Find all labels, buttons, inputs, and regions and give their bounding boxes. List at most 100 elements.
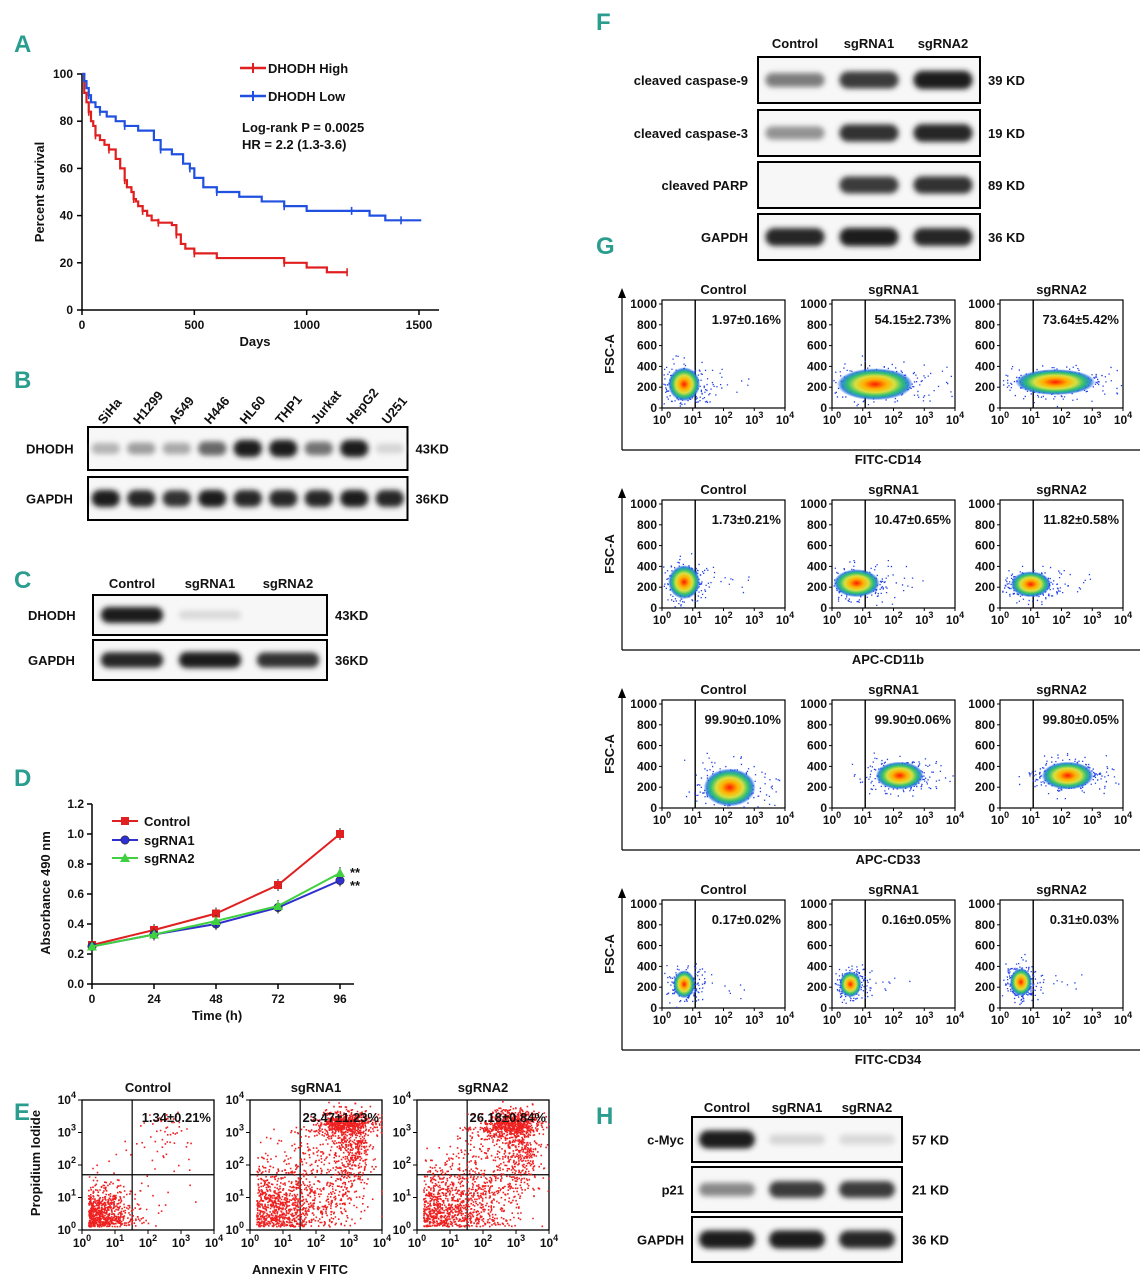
y-axis-label: Absorbance 490 nm [38,831,53,955]
plot-title: sgRNA1 [291,1080,342,1095]
y-axis-label: Percent survival [32,142,47,242]
y-tick-label: 0.2 [67,947,84,961]
panel-d: D 0.0 0.2 0.4 0.6 0.8 1.0 1.2 0 24 48 72 96 Control… [14,765,361,1023]
density-cloud [703,768,756,807]
molecular-weight-label: 36KD [416,492,449,507]
density-cloud [1041,761,1094,790]
data-point-sgrna2 [87,941,97,951]
protein-label: GAPDH [637,1233,684,1248]
protein-label: cleaved caspase-3 [634,126,748,141]
lane-label: sgRNA2 [263,576,314,591]
protein-band [913,70,973,90]
y-tick-label: 800 [637,318,657,332]
molecular-weight-label: 89 KD [988,178,1025,193]
x-tick-label: 104 [373,1233,391,1250]
plot-frame [831,699,956,809]
x-tick-label: 100 [653,1010,671,1027]
y-tick-label: 400 [637,559,657,573]
panel-b: B SiHa H1299 A549 H446 HL60 THP1 JurkatHepG2U2… [14,367,449,521]
protein-band [913,176,973,194]
gate-percentage: 0.31±0.03% [1050,912,1120,927]
x-tick-label: 103 [1083,1010,1101,1027]
protein-band [100,652,164,668]
differentiation-flow-plots: FSC-A FITC-CD14 Control 1.97±0.16% 0 200 400 60… [602,282,1140,1067]
survival-line-dhodh-low [82,72,422,222]
lane-label: Control [704,1100,750,1115]
y-tick-label: 800 [975,718,995,732]
gate-percentage: 99.90±0.06% [874,712,951,727]
y-tick-label: 0 [66,303,73,317]
logrank-annotation: Log-rank P = 0.0025 [242,120,364,135]
density-cloud [1010,571,1051,598]
y-tick-label: 100 [53,67,73,81]
protein-band [269,439,298,458]
significance-mark-2: ** [350,878,361,893]
y-tick-label: 0.8 [67,857,84,871]
y-tick-label: 40 [60,209,74,223]
gate-percentage: 99.80±0.05% [1042,712,1119,727]
lane-label: Control [772,36,818,51]
x-tick-label: 104 [1114,1010,1132,1027]
y-tick-label: 200 [975,380,995,394]
gate-percentage: 73.64±5.42% [1042,312,1119,327]
flow-plot-sgrna2: sgRNA2 0.31±0.03% 0 200 400 600 800 1000 100 101 1… [968,882,1132,1027]
lane-label: sgRNA1 [844,36,895,51]
y-axis-label: FSC-A [602,534,617,574]
protein-label: cleaved PARP [662,178,749,193]
arrow-head-icon [618,288,626,298]
flow-row-apc-cd11b: FSC-A APC-CD11b Control 1.73±0.21% 0 200 400 60… [602,482,1140,667]
arrow-head-icon [618,888,626,898]
y-tick-label: 101 [226,1188,244,1205]
x-tick-label: 100 [823,810,841,827]
x-tick-label: 104 [776,810,794,827]
gate-percentage: 11.82±0.58% [1043,512,1119,527]
density-cloud [837,368,914,401]
protein-label: cleaved caspase-9 [634,73,748,88]
y-tick-label: 400 [637,359,657,373]
plot-title: sgRNA1 [868,882,919,897]
plot-title: sgRNA1 [868,682,919,697]
protein-band [839,1230,895,1249]
scatter-events [1002,364,1123,408]
quadrant-percentage: 26.18±0.84% [469,1110,546,1125]
y-tick-label: 600 [637,539,657,553]
y-axis-label: FSC-A [602,734,617,774]
y-tick-label: 102 [226,1155,244,1172]
y-tick-label: 0 [820,1001,827,1015]
molecular-weight-label: 36 KD [988,230,1025,245]
protein-label: GAPDH [701,230,748,245]
panel-letter-h: H [596,1103,613,1130]
flow-plot-sgrna2: sgRNA2 26.18±0.84% 100 101 102 103 104 100 101 10… [393,1080,559,1250]
protein-band [913,124,973,142]
lane-label: sgRNA1 [185,576,236,591]
protein-band [699,1230,755,1249]
plot-title: sgRNA1 [868,482,919,497]
protein-band [765,126,825,140]
y-tick-label: 200 [637,580,657,594]
y-tick-label: 800 [975,518,995,532]
protein-band [839,71,899,89]
significance-mark-1: ** [350,865,361,880]
gate-percentage: 0.16±0.05% [882,912,952,927]
protein-label: DHODH [26,442,74,457]
x-tick-label: 100 [653,410,671,427]
x-tick-label: 100 [73,1233,91,1250]
y-tick-label: 1000 [968,897,995,911]
y-tick-label: 100 [226,1220,244,1237]
molecular-weight-label: 21 KD [912,1183,949,1198]
x-axis-label: APC-CD11b [852,652,924,667]
plot-title: sgRNA2 [1036,682,1087,697]
y-tick-label: 104 [226,1090,244,1107]
protein-band [304,441,333,456]
y-tick-label: 400 [975,359,995,373]
y-axis-label: FSC-A [602,334,617,374]
panel-f: F Control sgRNA1 sgRNA2 cleaved caspase-9 39… [596,9,1025,261]
x-tick-label: 102 [474,1233,492,1250]
x-tick-label: 104 [776,410,794,427]
plot-title: sgRNA1 [868,282,919,297]
x-tick-label: 101 [684,610,702,627]
density-cloud [1015,369,1096,396]
y-axis-label: FSC-A [602,934,617,974]
y-tick-label: 400 [637,759,657,773]
x-tick-label: 101 [1022,410,1040,427]
